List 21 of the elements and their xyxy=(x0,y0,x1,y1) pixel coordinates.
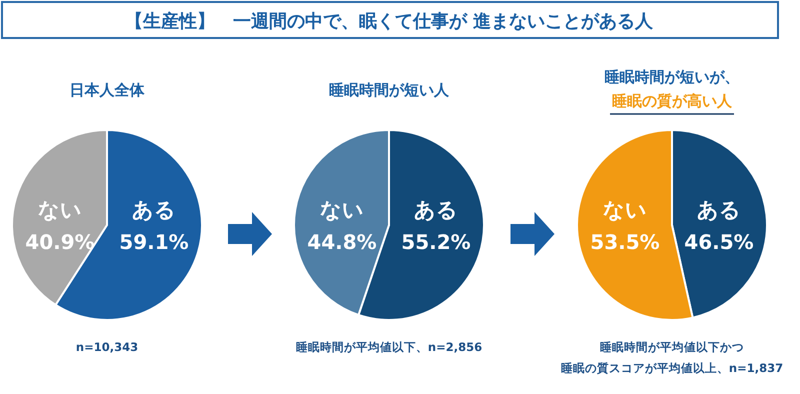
chart-subtitle: 日本人全体 xyxy=(70,81,146,99)
data-label: 53.5% xyxy=(590,230,660,254)
text: 睡眠時間が短いが、 xyxy=(604,68,740,86)
data-label: 55.2% xyxy=(401,230,471,254)
slice-label: ない xyxy=(320,198,364,222)
text: 【生産性】 一週間の中で、眠くて仕事が 進まないことがある人 xyxy=(124,11,654,32)
slice-label: ない xyxy=(603,198,647,222)
slice-label: ある xyxy=(414,198,458,222)
data-label: 44.8% xyxy=(307,230,377,254)
text: 睡眠時間が平均値以下、n=2,856 xyxy=(296,340,482,354)
text: 睡眠時間が平均値以下かつ xyxy=(600,340,744,354)
slice-label: ある xyxy=(697,198,741,222)
text: 睡眠の質スコアが平均値以上、n=1,837 xyxy=(560,361,784,375)
data-label: 59.1% xyxy=(119,230,189,254)
slice-label: ある xyxy=(132,198,176,222)
chart-subtitle: 睡眠時間が短い人 xyxy=(329,81,450,99)
text: 睡眠の質が高い人 xyxy=(612,92,732,110)
text: n=10,343 xyxy=(76,340,138,354)
data-label: 46.5% xyxy=(684,230,754,254)
slice-label: ない xyxy=(38,198,82,222)
data-label: 40.9% xyxy=(25,230,95,254)
